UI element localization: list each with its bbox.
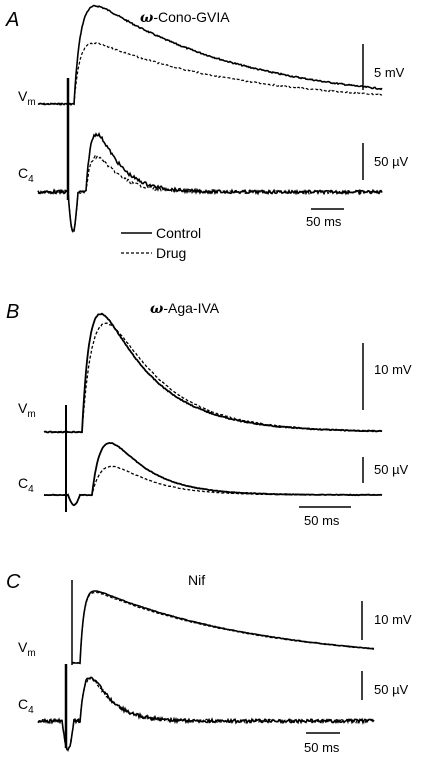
panel-b-c4-control-trace bbox=[43, 442, 383, 507]
panel-b-vm-control-trace bbox=[43, 312, 383, 434]
panel-c-c4-drug-trace bbox=[37, 676, 375, 753]
panel-c-vm-scale-label: 10 mV bbox=[374, 612, 412, 627]
legend-control-label: Control bbox=[156, 225, 201, 241]
panel-a-vm-scale-label: 5 mV bbox=[374, 65, 405, 80]
panel-a-letter: A bbox=[5, 9, 19, 31]
panel-a-c4-scale-label: 50 µV bbox=[374, 154, 409, 169]
panel-a-time-scale-label: 50 ms bbox=[306, 214, 342, 229]
panel-c-drug-title: Nif bbox=[188, 572, 205, 588]
panel-a-vm-control-trace bbox=[37, 4, 383, 106]
panel-c-c4-control-trace bbox=[37, 676, 375, 751]
panel-c-vm-drug-trace bbox=[71, 591, 375, 664]
panel-b-c4-label: C4 bbox=[18, 475, 34, 495]
legend: Control Drug bbox=[121, 225, 201, 261]
panel-c-vm-label: Vm bbox=[18, 639, 36, 659]
panel-b-c4-drug-trace bbox=[43, 465, 382, 506]
panel-a-drug-name: -Cono-GVIA bbox=[153, 9, 230, 25]
panel-a-vm-label: Vm bbox=[18, 88, 36, 108]
legend-drug-label: Drug bbox=[156, 245, 186, 261]
panel-c-c4-label: C4 bbox=[18, 696, 34, 716]
panel-c-time-scale-label: 50 ms bbox=[304, 740, 340, 755]
panel-c-drug-name: Nif bbox=[188, 572, 205, 588]
panel-a-c4-drug-trace bbox=[37, 154, 383, 234]
panel-b: B ω-Aga-IVA Vm C4 10 mV 50 µV 50 ms bbox=[6, 300, 412, 528]
panel-b-vm-drug-trace bbox=[43, 322, 383, 434]
panel-c-letter: C bbox=[6, 571, 21, 593]
panel-b-drug-title: ω-Aga-IVA bbox=[150, 300, 220, 317]
panel-a-c4-label: C4 bbox=[18, 165, 34, 185]
panel-c-c4-scale-label: 50 µV bbox=[374, 682, 409, 697]
panel-a-c4-control-trace bbox=[37, 131, 383, 233]
panel-b-vm-label: Vm bbox=[18, 400, 36, 420]
panel-b-vm-scale-label: 10 mV bbox=[374, 362, 412, 377]
panel-c-vm-control-trace bbox=[71, 590, 374, 665]
panel-b-time-scale-label: 50 ms bbox=[304, 513, 340, 528]
panel-b-letter: B bbox=[6, 301, 19, 323]
panel-b-drug-prefix: ω bbox=[150, 301, 164, 317]
panel-a-drug-prefix: ω bbox=[140, 10, 154, 26]
panel-a-drug-title: ω-Cono-GVIA bbox=[140, 9, 230, 26]
panel-a-vm-drug-trace bbox=[37, 41, 383, 106]
panel-c: C Nif Vm C4 10 mV 50 µV 50 ms bbox=[6, 571, 412, 755]
panel-b-drug-name: -Aga-IVA bbox=[163, 300, 219, 316]
panel-a: A ω-Cono-GVIA Vm C4 5 mV 50 µV 50 ms Con… bbox=[5, 4, 409, 261]
panel-b-c4-scale-label: 50 µV bbox=[374, 462, 409, 477]
